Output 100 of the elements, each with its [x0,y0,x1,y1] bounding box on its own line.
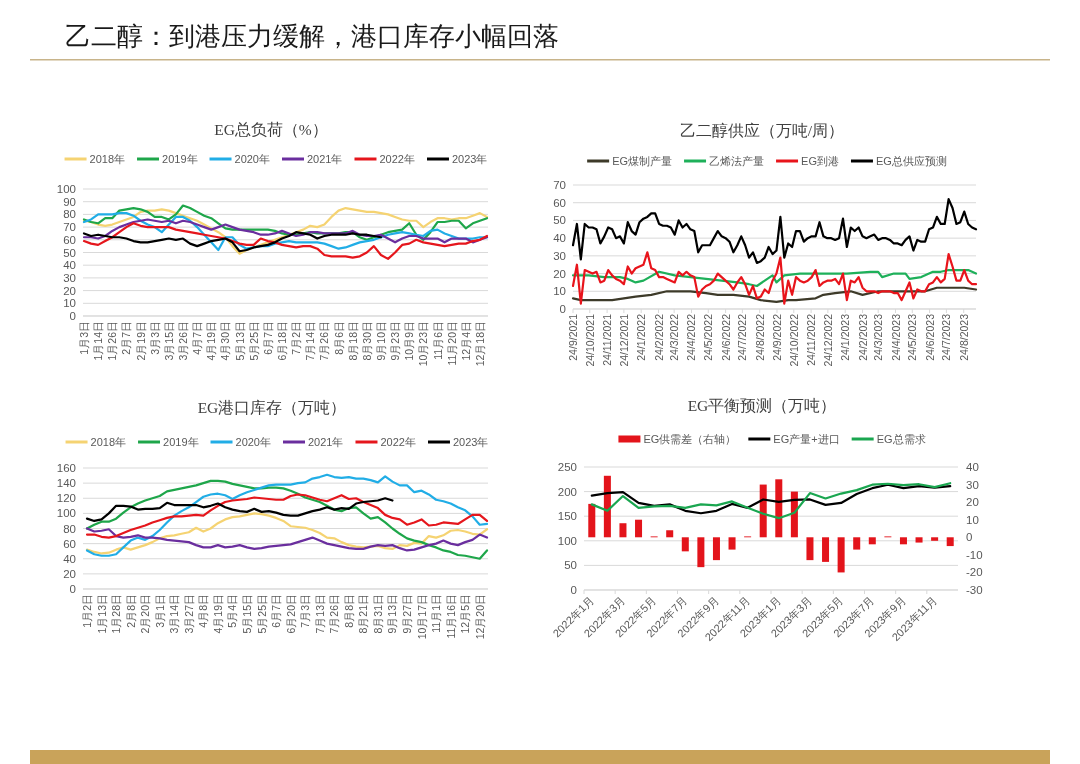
x-tick-label: 24/12/2021 [617,313,630,367]
x-tick-label: 12月18日 [473,321,486,367]
x-tick-label: 8月31日 [371,594,384,634]
x-tick-label: 24/2/2022 [652,313,665,361]
x-tick-label: 10月23日 [417,321,430,367]
x-tick-label: 24/4/2022 [685,313,698,361]
x-tick-label: 9月13日 [386,594,399,634]
x-tick-label: 24/10/2022 [787,313,800,367]
y2-tick-label: 40 [966,461,979,473]
y-tick-label: 0 [69,583,76,595]
x-tick-label: 8月21日 [357,594,370,634]
legend-label: EG供需差（右轴） [643,433,737,445]
x-tick-label: 2月8日 [124,594,137,628]
y-tick-label: 30 [553,249,566,262]
x-tick-label: 5月4日 [226,594,239,628]
x-tick-label: 24/4/2023 [889,313,902,361]
x-tick-label: 7月3日 [299,594,312,628]
legend-label: 2023年 [452,436,489,448]
y-tick-label: 40 [553,232,566,245]
x-tick-label: 6月18日 [275,321,288,361]
y-tick-label: 20 [553,267,566,280]
y-tick-label: 0 [559,303,566,315]
x-tick-label: 3月15日 [162,321,175,361]
y-tick-label: 50 [63,246,76,259]
y-tick-label: 30 [63,271,76,284]
x-tick-label: 3月3日 [148,321,161,355]
legend-label: 2021年 [307,153,343,165]
y-tick-label: 250 [557,461,577,473]
x-tick-label: 10月17日 [415,594,428,640]
x-tick-label: 9月23日 [389,321,402,361]
x-tick-label: 1月13日 [95,594,108,634]
x-tick-label: 24/11/2022 [805,313,818,366]
y-tick-label: 160 [56,462,76,474]
x-tick-label: 1月28日 [110,594,123,634]
y-tick-label: 150 [557,510,577,523]
y2-tick-label: 0 [966,531,973,544]
y-tick-label: 0 [69,310,76,322]
x-tick-label: 4月7日 [191,321,204,355]
title: EG平衡预测（万吨） [687,397,837,414]
x-tick-label: 2月7日 [120,321,133,355]
x-tick-label: 4月30日 [219,321,232,361]
y-tick-label: 50 [564,559,577,572]
legend-label: 2019年 [162,153,198,165]
x-tick-label: 4月8日 [197,594,210,628]
y2-tick-label: 20 [966,496,979,509]
x-tick-label: 24/6/2022 [719,313,732,361]
legend-label: 乙烯法产量 [709,155,765,167]
y2-tick-label: -30 [966,584,983,596]
x-tick-label: 24/12/2022 [821,313,834,367]
x-tick-label: 8月8日 [342,594,355,628]
y-tick-label: 10 [63,297,76,310]
x-tick-label: 8月18日 [346,321,359,361]
x-tick-label: 24/7/2022 [736,313,749,361]
legend-label: 2019年 [163,436,199,448]
x-tick-label: 24/2/2023 [856,313,869,361]
legend-label: 2023年 [451,153,488,165]
x-tick-label: 4月19日 [205,321,218,361]
title: 乙二醇供应（万吨/周） [679,122,845,139]
x-tick-label: 1月3日 [78,321,90,355]
x-tick-label: 3月27日 [182,594,195,634]
x-tick-label: 3月1日 [153,594,166,628]
legend-label: 2022年 [380,436,416,448]
x-tick-label: 24/3/2023 [872,313,885,361]
y-tick-label: 40 [63,259,76,272]
x-tick-label: 24/10/2021 [583,313,596,367]
x-tick-label: 24/8/2022 [753,313,766,361]
y-tick-label: 200 [557,485,577,498]
x-tick-label: 11月1日 [430,594,443,633]
title: EG港口库存（万吨） [197,399,347,416]
x-tick-label: 11月16日 [444,594,457,639]
x-tick-label: 24/7/2023 [940,313,953,361]
y-tick-label: 140 [56,477,76,490]
x-tick-label: 6月7日 [261,321,274,355]
legend-label: EG到港 [801,155,839,167]
x-tick-label: 24/3/2022 [668,313,681,361]
x-tick-label: 24/9/2021 [567,313,579,361]
legend-label: 2018年 [90,436,127,448]
x-tick-label: 5月25日 [255,594,268,634]
x-tick-label: 24/6/2023 [923,313,936,361]
y-tick-label: 40 [63,552,76,565]
x-tick-label: 1月2日 [81,594,93,628]
x-tick-label: 1月26日 [106,321,119,361]
title: EG总负荷（%） [214,121,328,138]
x-tick-label: 4月19日 [211,594,224,634]
x-tick-label: 11月6日 [431,321,444,360]
legend-label: 2020年 [234,153,270,165]
y-tick-label: 100 [557,534,577,547]
x-tick-label: 3月26日 [176,321,189,361]
x-tick-label: 2月19日 [134,321,147,361]
x-tick-label: 6月7日 [270,594,283,628]
y-tick-label: 0 [570,584,577,596]
y-tick-label: 80 [63,522,76,535]
y2-tick-label: -20 [966,566,983,579]
legend-label: EG煤制产量 [612,155,673,167]
y-tick-label: 60 [553,196,566,209]
legend-label: 2020年 [235,436,271,448]
legend-label: 2018年 [89,153,126,165]
legend-label: EG总需求 [876,433,926,445]
x-tick-label: 5月25日 [247,321,260,361]
y-tick-label: 70 [553,179,566,191]
